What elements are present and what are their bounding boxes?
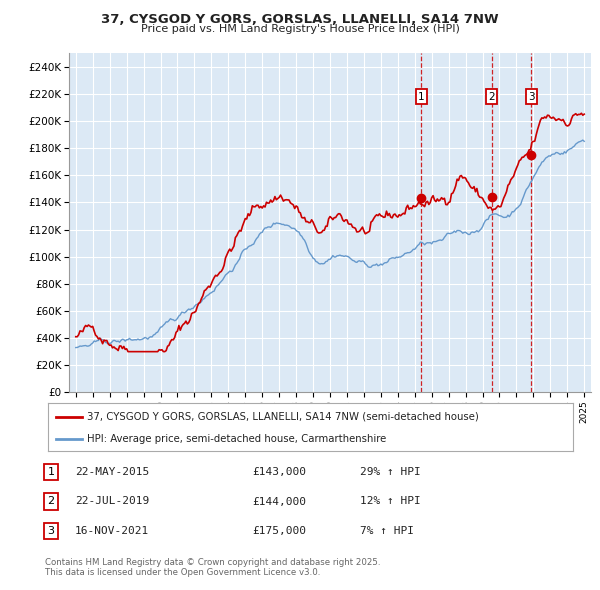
Text: 2: 2 [47,497,55,506]
Text: £175,000: £175,000 [252,526,306,536]
Text: 1: 1 [418,91,424,101]
Text: 7% ↑ HPI: 7% ↑ HPI [360,526,414,536]
Text: HPI: Average price, semi-detached house, Carmarthenshire: HPI: Average price, semi-detached house,… [88,434,386,444]
Text: 3: 3 [528,91,535,101]
Text: 29% ↑ HPI: 29% ↑ HPI [360,467,421,477]
Text: Contains HM Land Registry data © Crown copyright and database right 2025.
This d: Contains HM Land Registry data © Crown c… [45,558,380,577]
Text: 3: 3 [47,526,55,536]
Text: £144,000: £144,000 [252,497,306,506]
Text: 37, CYSGOD Y GORS, GORSLAS, LLANELLI, SA14 7NW (semi-detached house): 37, CYSGOD Y GORS, GORSLAS, LLANELLI, SA… [88,411,479,421]
Text: Price paid vs. HM Land Registry's House Price Index (HPI): Price paid vs. HM Land Registry's House … [140,24,460,34]
Text: 12% ↑ HPI: 12% ↑ HPI [360,497,421,506]
Text: 16-NOV-2021: 16-NOV-2021 [75,526,149,536]
Text: 22-JUL-2019: 22-JUL-2019 [75,497,149,506]
Text: 1: 1 [47,467,55,477]
Text: £143,000: £143,000 [252,467,306,477]
Text: 2: 2 [488,91,495,101]
Text: 37, CYSGOD Y GORS, GORSLAS, LLANELLI, SA14 7NW: 37, CYSGOD Y GORS, GORSLAS, LLANELLI, SA… [101,13,499,26]
Text: 22-MAY-2015: 22-MAY-2015 [75,467,149,477]
